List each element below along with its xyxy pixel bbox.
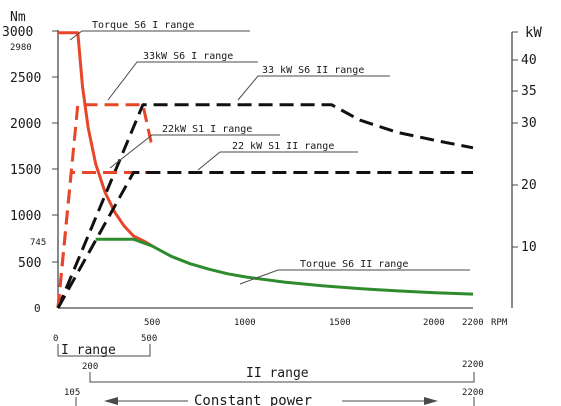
range-2-start: 200 — [82, 362, 98, 372]
left-tick-group: 3000 2980 2500 2000 1500 1000 745 500 0 — [2, 25, 46, 315]
right-tick-group: 40 35 30 20 10 — [521, 53, 537, 255]
leader-33kw-s6-1 — [107, 61, 258, 101]
annotation-layer: Torque S6 I range 33kW S6 I range 33 kW … — [69, 20, 470, 285]
range-2-bracket — [89, 372, 475, 383]
right-axis-unit: kW — [525, 25, 542, 41]
leader-torque-s6-2 — [239, 269, 470, 285]
left-tick-745: 745 — [30, 238, 46, 248]
leader-33kw-s6-2 — [237, 75, 390, 101]
left-tick-1500: 1500 — [10, 163, 41, 178]
label-33kw-s6-1: 33kW S6 I range — [143, 51, 233, 62]
series-line-4 — [56, 171, 153, 309]
label-22kw-s1-2: 22 kW S1 II range — [232, 141, 334, 152]
constant-power-bar: 105 2200 Constant power — [64, 388, 484, 406]
left-tick-2000: 2000 — [10, 117, 41, 132]
x-tick-1000: 1000 — [234, 318, 256, 328]
range-1-start: 0 — [53, 334, 58, 344]
right-tick-10: 10 — [521, 240, 537, 255]
left-tick-2500: 2500 — [10, 71, 41, 86]
constant-power-start: 105 — [64, 388, 80, 398]
label-torque-s6-1: Torque S6 I range — [92, 20, 194, 31]
label-22kw-s1-1: 22kW S1 I range — [162, 124, 252, 135]
x-tick-500: 500 — [144, 318, 160, 328]
constant-power-end: 2200 — [462, 388, 484, 398]
right-tick-35: 35 — [521, 84, 537, 99]
arrow-right-head — [424, 397, 438, 405]
leader-22kw-s1-1 — [109, 134, 280, 169]
left-axis-unit: Nm — [10, 10, 26, 25]
right-tick-marks — [512, 31, 518, 248]
right-tick-20: 20 — [521, 178, 537, 193]
x-tick-1500: 1500 — [329, 318, 351, 328]
label-33kw-s6-2: 33 kW S6 II range — [262, 65, 364, 76]
series-line-1 — [95, 237, 474, 296]
x-tick-group: 500 1000 1500 2000 2200 — [144, 318, 484, 328]
range-1-end: 500 — [141, 334, 157, 344]
constant-power-label: Constant power — [194, 393, 312, 406]
series-line-0 — [58, 31, 154, 248]
x-axis-unit: RPM — [491, 318, 508, 328]
x-tick-2000: 2000 — [423, 318, 445, 328]
series-layer — [56, 31, 474, 309]
series-line-5 — [56, 171, 473, 309]
leader-22kw-s1-2 — [197, 151, 358, 171]
left-tick-1000: 1000 — [10, 209, 41, 224]
x-tick-2200: 2200 — [462, 318, 484, 328]
arrow-left-head — [104, 397, 118, 405]
left-tick-3000: 3000 — [2, 25, 33, 40]
range-2-end: 2200 — [462, 360, 484, 370]
left-tick-500: 500 — [18, 256, 41, 271]
range-2-label: II range — [246, 366, 309, 381]
left-tick-marks — [52, 30, 58, 263]
range-1-bracket — [57, 344, 151, 357]
range-1-label: I range — [61, 343, 116, 358]
right-tick-40: 40 — [521, 53, 537, 68]
right-tick-30: 30 — [521, 116, 537, 131]
series-line-3 — [56, 103, 474, 309]
range-bar-1: 0 500 I range — [53, 334, 157, 358]
left-tick-2980: 2980 — [10, 43, 32, 53]
series-line-2 — [56, 103, 154, 309]
left-tick-0: 0 — [34, 302, 41, 315]
leader-torque-s6-1 — [69, 30, 250, 41]
range-bar-2: 200 2200 II range — [82, 360, 484, 383]
label-torque-s6-2: Torque S6 II range — [300, 259, 408, 270]
